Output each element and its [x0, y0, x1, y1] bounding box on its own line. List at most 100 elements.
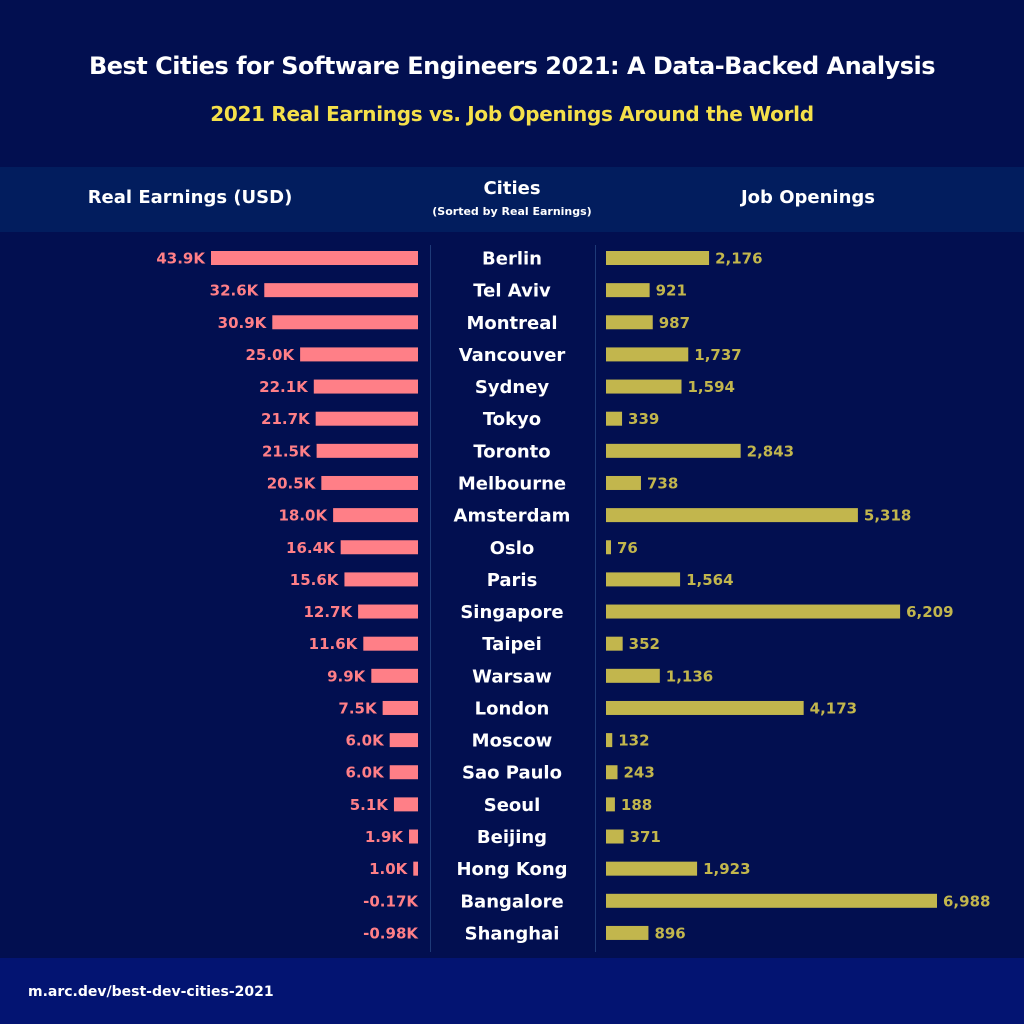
earnings-label: 6.0K [346, 764, 386, 782]
earnings-bar [344, 572, 418, 587]
city-label: Oslo [490, 538, 535, 559]
cities-sort-note: (Sorted by Real Earnings) [432, 205, 592, 218]
jobs-header: Job Openings [740, 187, 875, 208]
earnings-label: 6.0K [346, 732, 386, 750]
earnings-label: 7.5K [338, 699, 378, 717]
page-subtitle: 2021 Real Earnings vs. Job Openings Arou… [210, 102, 814, 126]
earnings-label: 21.5K [262, 442, 312, 460]
city-label: Hong Kong [456, 859, 567, 880]
earnings-label: 30.9K [218, 314, 268, 332]
city-label: Singapore [460, 602, 563, 623]
earnings-label: 1.0K [369, 860, 409, 878]
jobs-label: 339 [628, 410, 659, 428]
earnings-bar [389, 733, 418, 748]
jobs-label: 371 [630, 828, 661, 846]
city-label: Tokyo [483, 409, 541, 430]
earnings-label: 9.9K [327, 667, 367, 685]
city-label: Berlin [482, 249, 542, 270]
jobs-bar [606, 347, 689, 362]
city-label: Amsterdam [454, 506, 571, 527]
jobs-label: 738 [647, 474, 678, 492]
jobs-bar [606, 251, 710, 265]
jobs-label: 1,737 [694, 346, 741, 364]
earnings-label: -0.17K [363, 892, 419, 910]
earnings-bar [313, 379, 418, 394]
jobs-bar [606, 508, 858, 523]
earnings-bar [409, 829, 418, 844]
jobs-bar [606, 700, 804, 715]
city-label: Warsaw [472, 666, 552, 687]
jobs-label: 6,209 [906, 603, 953, 621]
jobs-label: 1,564 [686, 571, 733, 589]
jobs-label: 188 [621, 796, 652, 814]
city-label: Bangalore [460, 891, 563, 912]
jobs-bar [606, 572, 681, 587]
city-label: Montreal [466, 313, 557, 334]
footer: m.arc.dev/best-dev-cities-2021 [0, 958, 1024, 1024]
jobs-bar [606, 733, 613, 748]
earnings-label: 20.5K [267, 474, 317, 492]
jobs-bar [606, 893, 937, 908]
jobs-bar [606, 925, 649, 940]
earnings-bar [340, 540, 418, 555]
earnings-bar [333, 508, 418, 523]
city-label: Shanghai [465, 923, 560, 944]
earnings-label: -0.98K [363, 924, 419, 942]
jobs-label: 2,176 [715, 250, 762, 268]
city-label: Paris [487, 570, 538, 591]
earnings-label: 12.7K [303, 603, 353, 621]
earnings-bar [371, 668, 418, 683]
jobs-bar [606, 475, 641, 490]
earnings-bar [264, 283, 418, 298]
earnings-bar [321, 475, 418, 490]
jobs-bar [606, 668, 660, 683]
jobs-bar [606, 411, 623, 426]
jobs-label: 76 [617, 539, 638, 557]
earnings-bar [315, 411, 418, 426]
earnings-bar [363, 636, 418, 651]
city-label: Vancouver [459, 345, 566, 366]
jobs-bar [606, 379, 682, 394]
earnings-bar [389, 765, 418, 780]
jobs-label: 4,173 [810, 699, 857, 717]
earnings-label: 1.9K [365, 828, 405, 846]
earnings-label: 21.7K [261, 410, 311, 428]
city-label: Sydney [475, 377, 550, 398]
city-label: Seoul [484, 795, 541, 816]
jobs-label: 243 [624, 764, 655, 782]
jobs-label: 2,843 [747, 442, 794, 460]
jobs-bar [606, 861, 698, 876]
jobs-label: 1,923 [703, 860, 750, 878]
earnings-label: 11.6K [309, 635, 359, 653]
header-band [0, 167, 1024, 232]
earnings-label: 5.1K [350, 796, 390, 814]
earnings-header: Real Earnings (USD) [87, 187, 293, 208]
earnings-bar [382, 700, 418, 715]
city-label: Sao Paulo [462, 763, 562, 784]
city-label: Toronto [473, 441, 550, 462]
earnings-label: 25.0K [245, 346, 295, 364]
city-label: Taipei [482, 634, 542, 655]
earnings-bar [316, 443, 418, 458]
jobs-label: 132 [618, 732, 649, 750]
right-divider [595, 245, 596, 952]
jobs-label: 352 [629, 635, 660, 653]
jobs-bar [606, 315, 653, 330]
jobs-bar [606, 540, 611, 555]
jobs-label: 987 [659, 314, 690, 332]
jobs-bar [606, 829, 624, 844]
jobs-label: 1,594 [688, 378, 735, 396]
earnings-label: 16.4K [286, 539, 336, 557]
jobs-label: 6,988 [943, 892, 990, 910]
jobs-label: 921 [656, 282, 687, 300]
earnings-label: 18.0K [278, 507, 328, 525]
page-title: Best Cities for Software Engineers 2021:… [88, 52, 936, 80]
left-divider [430, 245, 431, 952]
footer-url: m.arc.dev/best-dev-cities-2021 [28, 984, 274, 1000]
earnings-label: 32.6K [210, 282, 260, 300]
jobs-label: 5,318 [864, 507, 911, 525]
jobs-label: 896 [654, 924, 685, 942]
jobs-bar [606, 797, 615, 812]
earnings-bar [300, 347, 418, 362]
